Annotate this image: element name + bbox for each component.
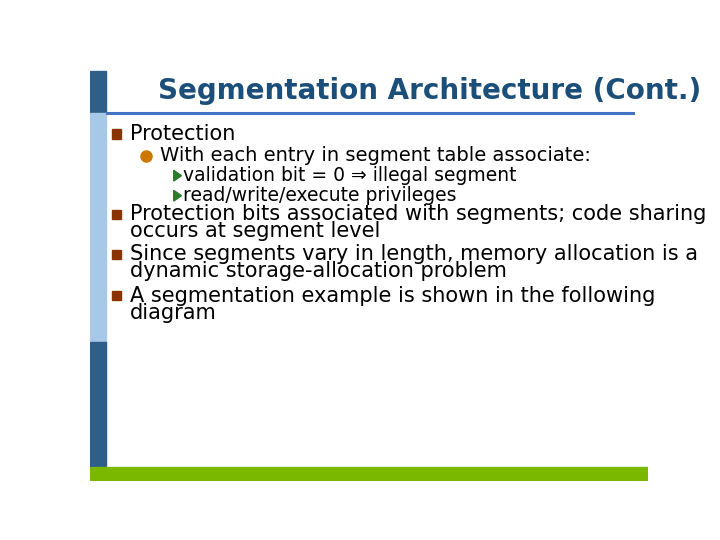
- Bar: [90, 113, 106, 342]
- Text: Segmentation Architecture (Cont.): Segmentation Architecture (Cont.): [158, 77, 701, 105]
- Text: Since segments vary in length, memory allocation is a: Since segments vary in length, memory al…: [130, 244, 698, 264]
- Bar: [90, 467, 648, 481]
- Bar: [112, 291, 121, 300]
- Text: dynamic storage-allocation problem: dynamic storage-allocation problem: [130, 261, 507, 281]
- Bar: [112, 210, 121, 219]
- Text: occurs at segment level: occurs at segment level: [130, 221, 381, 241]
- Bar: [112, 249, 121, 259]
- Text: diagram: diagram: [130, 303, 217, 323]
- Text: Protection bits associated with segments; code sharing: Protection bits associated with segments…: [130, 204, 706, 224]
- Polygon shape: [174, 190, 181, 201]
- Text: With each entry in segment table associate:: With each entry in segment table associa…: [160, 146, 590, 165]
- Text: A segmentation example is shown in the following: A segmentation example is shown in the f…: [130, 286, 656, 306]
- Text: validation bit = 0 ⇒ illegal segment: validation bit = 0 ⇒ illegal segment: [183, 166, 516, 185]
- Bar: [90, 71, 106, 113]
- Text: read/write/execute privileges: read/write/execute privileges: [183, 186, 456, 205]
- Bar: [90, 342, 106, 467]
- Polygon shape: [174, 170, 181, 181]
- Text: Protection: Protection: [130, 124, 235, 144]
- Bar: [112, 130, 121, 139]
